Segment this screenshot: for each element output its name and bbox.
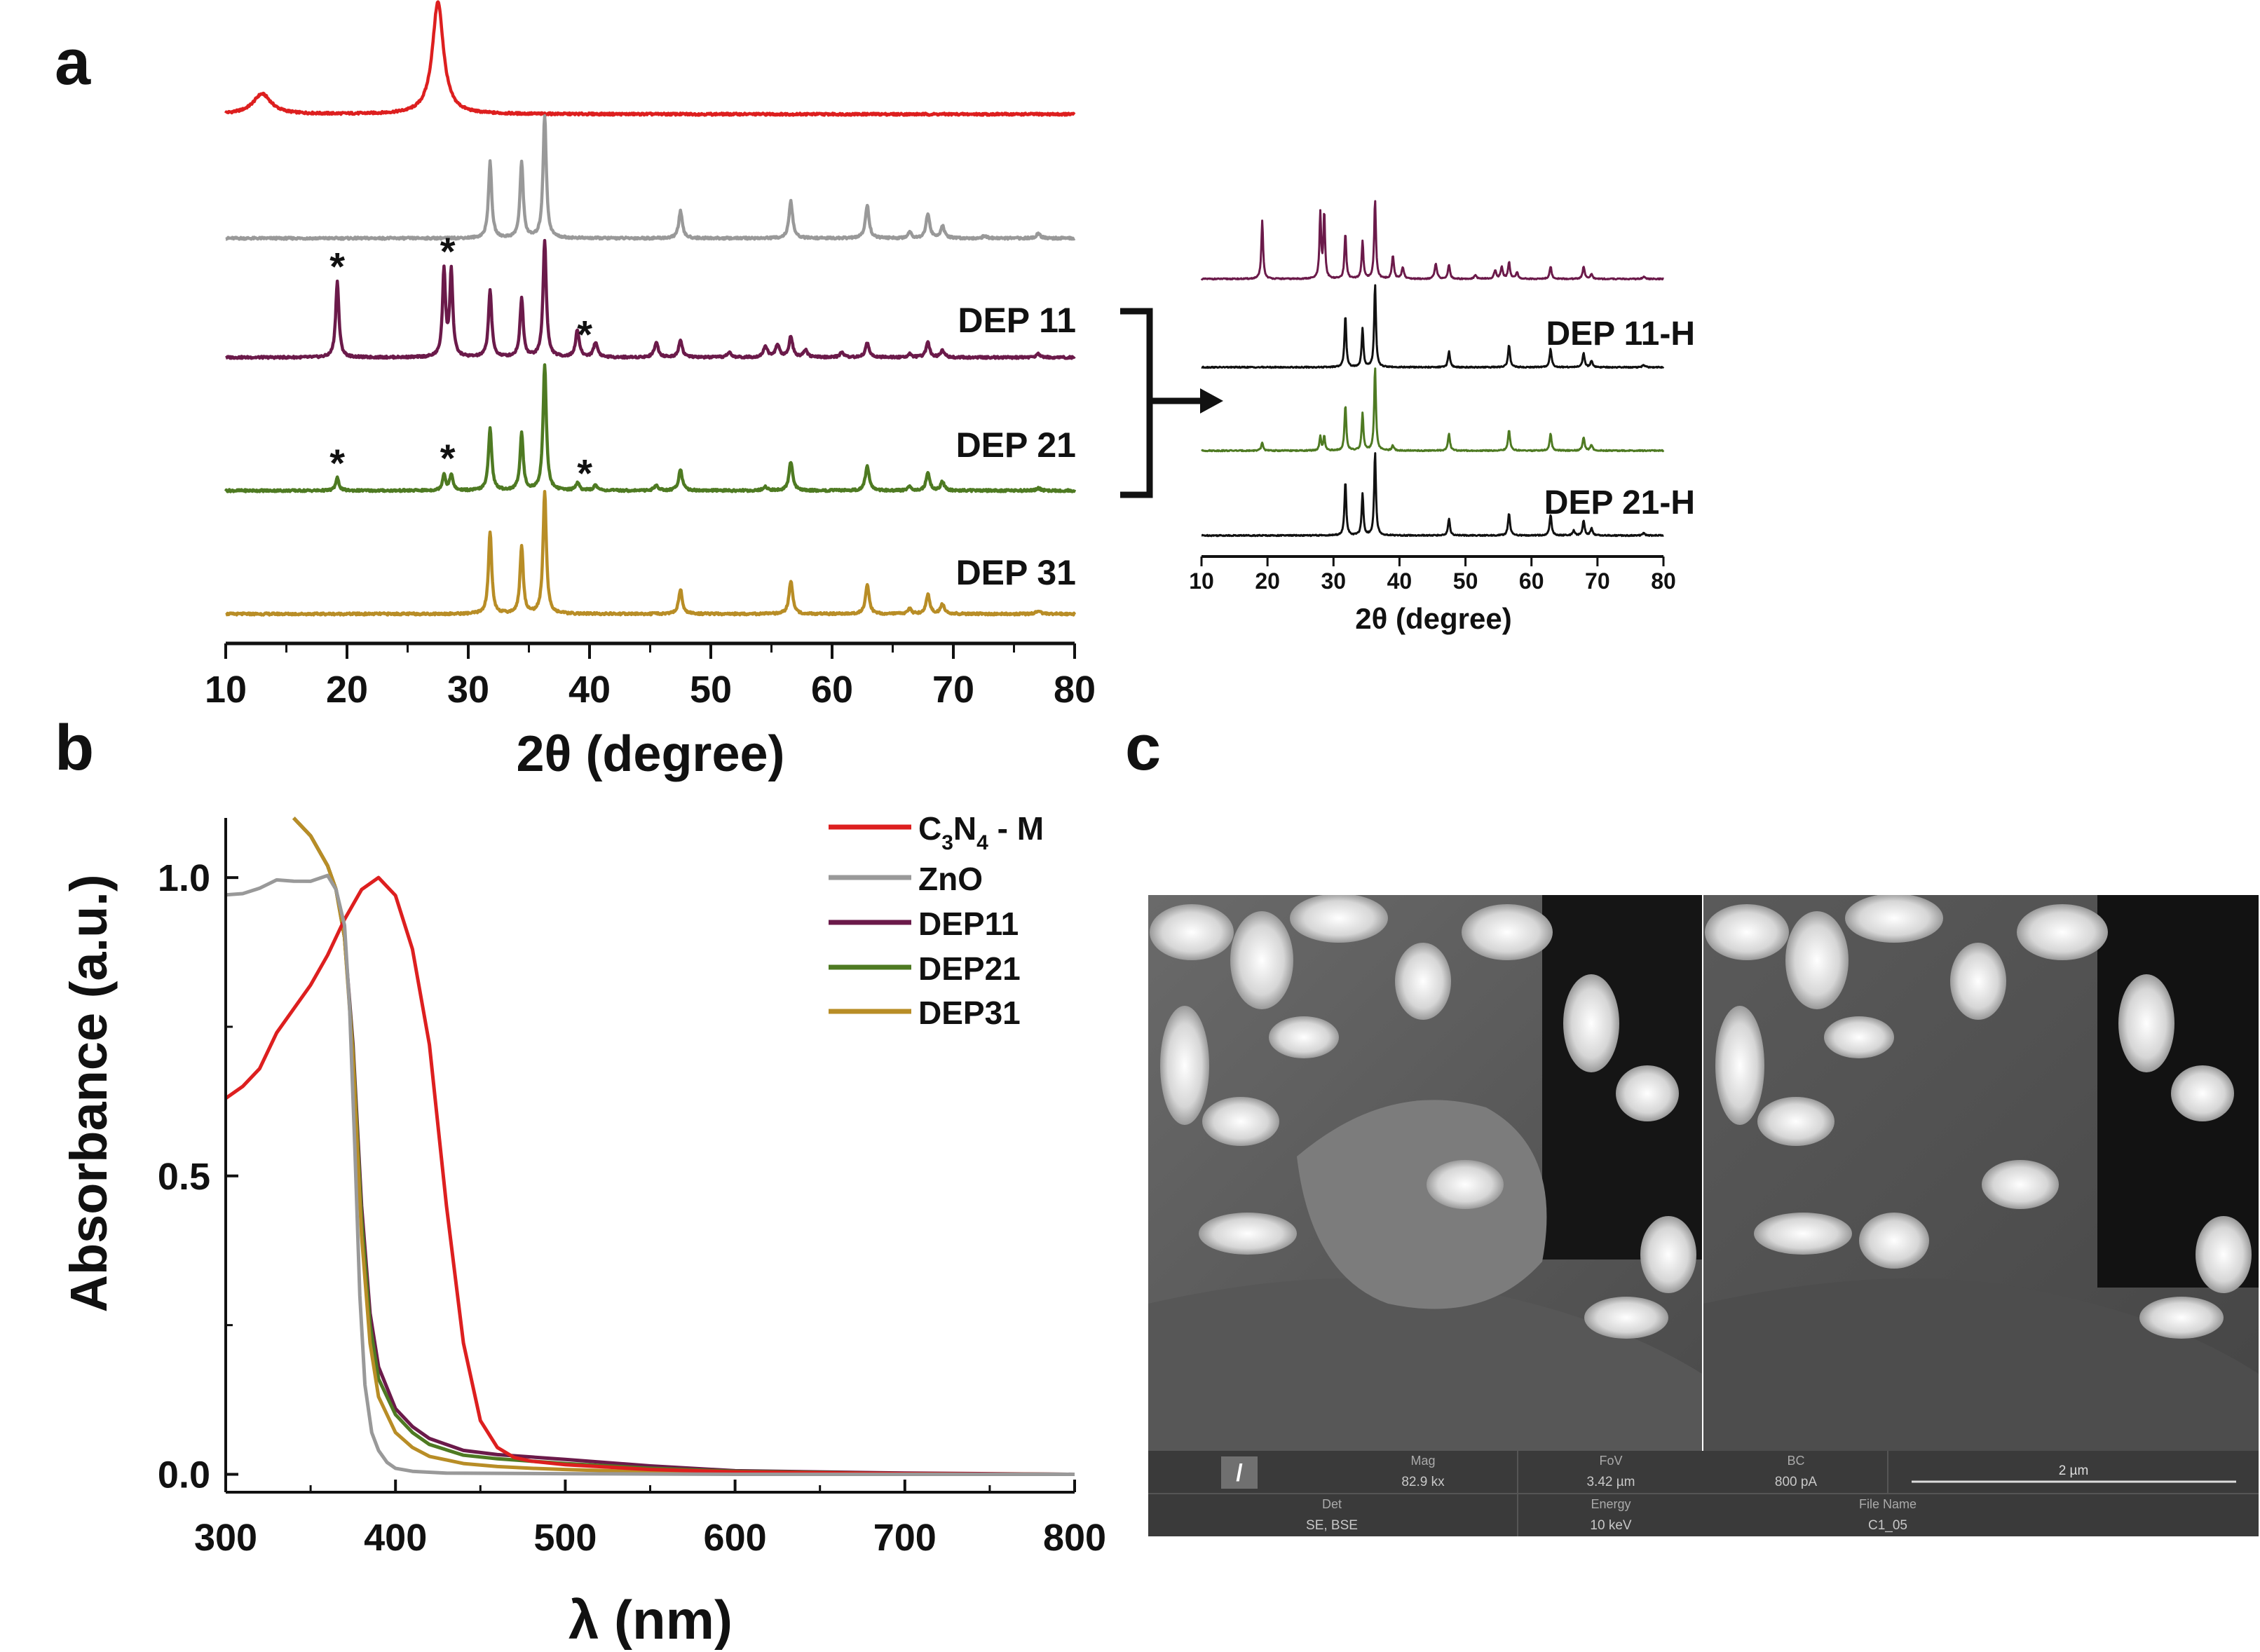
- x-tick-label: 60: [811, 669, 853, 711]
- uvvis-chart: 300 400 500 600 700 800 0.0 0.5 1.0 λ (nm) Absor…: [60, 810, 1106, 1651]
- panel-label-b: b: [55, 712, 94, 784]
- y-axis-label: Absorbance (a.u.): [60, 875, 118, 1313]
- inset-x-tick-label: 30: [1321, 568, 1346, 594]
- bracket: [1120, 308, 1153, 498]
- sem-micrograph: / Mag 82.9 kx FoV 3.42 µm BC 800 pA 2 µm…: [1148, 895, 2259, 1536]
- series-label-dep31: DEP 31: [956, 553, 1076, 592]
- sem-image-bse: [1703, 895, 2259, 1451]
- x-tick-label: 50: [690, 669, 732, 711]
- x-tick-label: 400: [364, 1517, 427, 1559]
- inset-label-dep21h: DEP 21-H: [1544, 484, 1695, 521]
- legend-c3n4-sub1: 3: [941, 831, 953, 854]
- scalebar-label: 2 µm: [2059, 1463, 2089, 1478]
- x-tick-label: 300: [194, 1517, 257, 1559]
- fov-label: FoV: [1599, 1454, 1622, 1468]
- xrd-main-chart: * * * * * * DEP 11 DEP 21 DEP 31 10 20 30 40 50 60…: [205, 0, 1096, 782]
- inset-series-dep-21-inset: [1201, 367, 1665, 453]
- series-zno: [224, 114, 1076, 241]
- star-annotation: *: [440, 229, 456, 273]
- inset-series-dep-21-h: [1201, 452, 1664, 538]
- legend: C3N4 - M ZnO DEP11 DEP21 DEP31: [829, 810, 1044, 1031]
- panel-label-a: a: [55, 27, 91, 98]
- svg-text:/: /: [1236, 1460, 1243, 1487]
- mag-label: Mag: [1410, 1454, 1435, 1468]
- x-tick-label: 30: [447, 669, 489, 711]
- x-axis-label: λ (nm): [569, 1589, 733, 1651]
- panel-label-c: c: [1125, 712, 1161, 784]
- x-tick-label: 800: [1043, 1517, 1106, 1559]
- star-annotation: *: [329, 244, 345, 288]
- legend-label-c3n4: C3N4 - M: [918, 810, 1044, 854]
- energy-label: Energy: [1591, 1497, 1631, 1511]
- inset-x-tick-label: 70: [1585, 568, 1610, 594]
- x-tick-label: 600: [704, 1517, 767, 1559]
- legend-c3n4-n: N: [953, 810, 976, 847]
- det-value: SE, BSE: [1306, 1518, 1358, 1533]
- legend-c3n4-sub2: 4: [976, 831, 988, 854]
- x-tick-label: 20: [326, 669, 368, 711]
- series-zno: [225, 873, 1075, 1476]
- inset-x-tick-label: 10: [1189, 568, 1214, 594]
- series-dep-21: [224, 363, 1077, 493]
- y-tick-label: 0.0: [158, 1454, 210, 1496]
- logo-icon: [1221, 1456, 1258, 1489]
- series-label-dep11: DEP 11: [958, 301, 1076, 340]
- xrd-inset-chart: DEP 11-H DEP 21-H 10 20 30 40 50 60 70 80 2θ (d…: [1189, 200, 1695, 635]
- energy-value: 10 keV: [1590, 1518, 1631, 1533]
- x-tick-label: 10: [205, 669, 247, 711]
- star-annotation: *: [329, 441, 345, 485]
- inset-series-dep-11-h: [1201, 284, 1665, 369]
- series-label-dep21: DEP 21: [956, 425, 1076, 465]
- mag-value: 82.9 kx: [1401, 1475, 1445, 1489]
- legend-label-dep11: DEP11: [918, 906, 1019, 942]
- fov-value: 3.42 µm: [1586, 1475, 1635, 1489]
- inset-label-dep11h: DEP 11-H: [1546, 315, 1695, 353]
- inset-x-tick-label: 40: [1387, 568, 1412, 594]
- legend-label-dep31: DEP31: [918, 995, 1021, 1031]
- x-tick-label: 500: [533, 1517, 597, 1559]
- arrow-head: [1200, 388, 1223, 414]
- x-tick-label: 40: [569, 669, 611, 711]
- legend-c3n4-tail: - M: [988, 810, 1044, 847]
- x-tick-label: 80: [1054, 669, 1096, 711]
- sem-databar: / Mag 82.9 kx FoV 3.42 µm BC 800 pA 2 µm…: [1148, 1451, 2259, 1536]
- series-dep-11: [224, 238, 1076, 360]
- bracket-arrow: [1120, 308, 1223, 498]
- legend-c3n4-c: C: [918, 810, 941, 847]
- series-c3n4-m: [224, 875, 1075, 1476]
- bc-label: BC: [1787, 1454, 1804, 1468]
- inset-x-tick-label: 80: [1651, 568, 1676, 594]
- y-tick-label: 1.0: [158, 857, 210, 899]
- series-c3n4-m: [224, 0, 1076, 117]
- inset-x-tick-label: 50: [1453, 568, 1478, 594]
- y-tick-label: 0.5: [158, 1156, 210, 1198]
- star-annotation: *: [440, 436, 456, 480]
- legend-label-dep21: DEP21: [918, 950, 1021, 987]
- inset-x-axis-label: 2θ (degree): [1355, 602, 1511, 635]
- bc-value: 800 pA: [1775, 1475, 1818, 1489]
- x-axis-label: 2θ (degree): [516, 726, 784, 782]
- det-label: Det: [1322, 1497, 1342, 1511]
- series-labels: DEP 11 DEP 21 DEP 31: [956, 301, 1076, 592]
- x-tick-label: 700: [873, 1517, 937, 1559]
- inset-series-dep-11-inset: [1200, 200, 1664, 281]
- star-annotation: *: [577, 451, 592, 495]
- star-annotation: *: [577, 313, 592, 357]
- inset-x-tick-label: 20: [1255, 568, 1280, 594]
- filename-label: File Name: [1859, 1497, 1917, 1511]
- x-tick-label: 70: [932, 669, 974, 711]
- inset-x-tick-label: 60: [1519, 568, 1544, 594]
- series-dep-31: [224, 489, 1077, 617]
- legend-label-zno: ZnO: [918, 861, 983, 897]
- filename-value: C1_05: [1868, 1518, 1907, 1533]
- sem-image-se: [1148, 895, 1702, 1451]
